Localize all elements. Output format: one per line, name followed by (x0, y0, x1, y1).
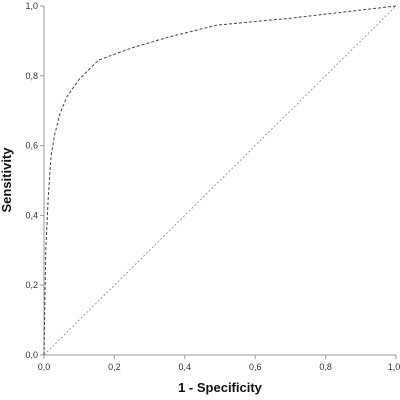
y-axis-title: Sensitivity (0, 147, 14, 213)
x-tick-label: 0,0 (38, 362, 51, 372)
y-tick-label: 0,6 (25, 141, 38, 151)
x-axis-title: 1 - Specificity (178, 380, 263, 395)
y-tick-label: 0,8 (25, 71, 38, 81)
x-tick-label: 1,0 (388, 362, 400, 372)
x-tick-label: 0,8 (319, 362, 332, 372)
y-tick-label: 1,0 (25, 1, 38, 11)
y-tick-label: 0,4 (25, 210, 38, 220)
x-tick-label: 0,2 (108, 362, 121, 372)
roc-curve-line (43, 5, 397, 356)
reference-diagonal-line (43, 5, 397, 356)
y-tick-label: 0,0 (25, 350, 38, 360)
series-layer (43, 5, 397, 356)
x-tick-label: 0,4 (179, 362, 192, 372)
x-tick-label: 0,6 (249, 362, 262, 372)
y-tick-label: 0,2 (25, 280, 38, 290)
axis-ticks: 0,0 0,2 0,4 0,6 0,8 1,0 0,0 0,2 0,4 0,6 0,8 1,0 (25, 1, 400, 372)
plot-area: 0,0 0,2 0,4 0,6 0,8 1,0 0,0 0,2 0,4 0,6 0,8 1,0 (25, 1, 400, 372)
